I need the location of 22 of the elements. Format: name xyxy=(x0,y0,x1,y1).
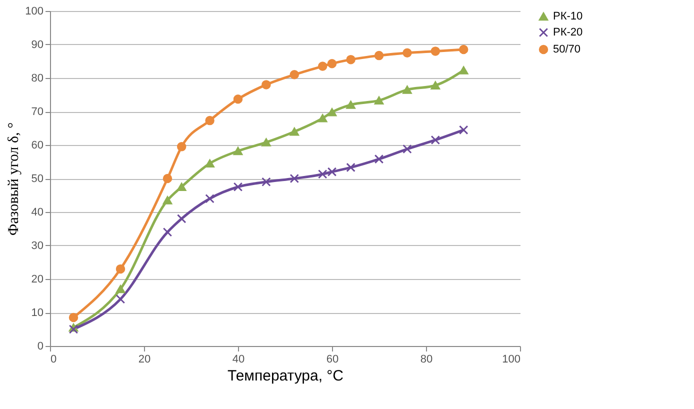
x-tick-label: 20 xyxy=(138,354,151,366)
y-tick-label: 100 xyxy=(25,6,44,18)
x-tick-label: 100 xyxy=(502,354,520,366)
y-tick-label: 0 xyxy=(37,340,44,352)
y-axis-title: Фазовый угол δ, ° xyxy=(6,122,22,236)
x-tick-label: 80 xyxy=(420,354,433,366)
y-tick-label: 80 xyxy=(31,72,44,84)
y-tick-label: 70 xyxy=(31,106,44,118)
y-tick-label: 90 xyxy=(31,39,44,51)
x-axis-title: Температура, °C xyxy=(227,368,344,384)
legend-label: РК-20 xyxy=(553,26,583,38)
legend-label: РК-10 xyxy=(553,10,583,22)
y-tick-label: 20 xyxy=(31,274,44,286)
y-tick-label: 40 xyxy=(31,206,44,218)
y-tick-label: 30 xyxy=(31,240,44,252)
y-tick-label: 50 xyxy=(31,173,44,185)
x-tick-label: 40 xyxy=(232,354,245,366)
legend-label: 50/70 xyxy=(553,44,581,56)
x-tick-label: 0 xyxy=(50,354,57,366)
y-tick-label: 60 xyxy=(31,140,44,152)
y-tick-label: 10 xyxy=(31,307,44,319)
x-tick-label: 60 xyxy=(326,354,339,366)
